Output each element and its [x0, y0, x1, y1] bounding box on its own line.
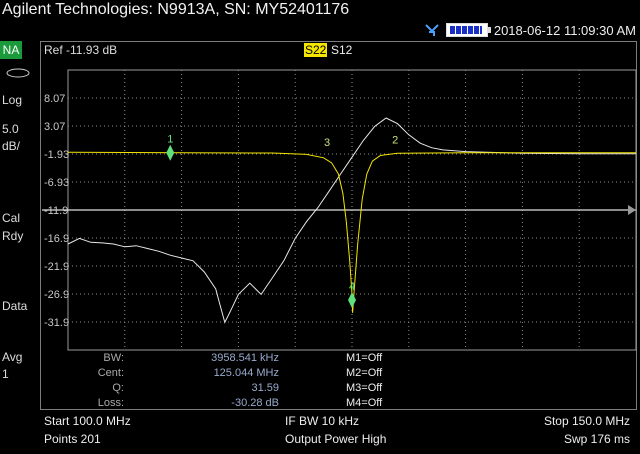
y-tick-label: 3.07: [44, 121, 65, 133]
stat-row: BW: 3958.541 kHz: [44, 352, 282, 367]
marker-diamond: [348, 291, 356, 308]
cal-line2: Rdy: [2, 229, 24, 243]
marker-status-item: M1=Off: [346, 352, 383, 364]
avg-label: Avg: [2, 350, 23, 364]
stat-key: BW:: [103, 352, 124, 364]
marker-label: 2: [392, 134, 398, 146]
y-tick-label: -26.9: [44, 289, 69, 301]
scale-type: Log: [2, 93, 23, 107]
mode-badge[interactable]: NA: [0, 41, 22, 59]
trace-markers: 1 2 3 4: [166, 134, 398, 308]
connection-icon: [425, 24, 439, 36]
stat-row: Q: 31.59: [44, 382, 282, 397]
y-tick-label: -6.93: [44, 177, 69, 189]
marker-status-item: M4=Off: [346, 397, 383, 409]
trace-s12[interactable]: S12: [331, 43, 353, 57]
cal-line1: Cal: [2, 211, 21, 225]
data-label: Data: [2, 299, 28, 313]
stat-key: Cent:: [97, 367, 124, 379]
marker-status-item: M2=Off: [346, 367, 383, 379]
scale-value: 5.0: [2, 122, 19, 136]
stat-value: 125.044 MHz: [213, 367, 279, 379]
stats-table: BW: 3958.541 kHz Cent: 125.044 MHz Q: 31.59 Lo…: [44, 352, 282, 412]
rotate-icon[interactable]: [4, 66, 32, 80]
reference-arrow: [628, 205, 636, 215]
scale-unit: dB/: [2, 139, 21, 153]
trace-s22[interactable]: S22: [304, 43, 328, 57]
points[interactable]: Points 201: [44, 432, 101, 446]
stat-value: -30.28 dB: [231, 397, 279, 409]
series-s12: [67, 117, 636, 324]
marker-label: 4: [349, 281, 355, 293]
y-tick-label: 8.07: [44, 93, 65, 105]
ref-label[interactable]: Ref -11.93 dB: [44, 43, 118, 57]
marker-label: 3: [324, 137, 330, 149]
marker-diamond: [166, 144, 175, 161]
stat-row: Loss: -30.28 dB: [44, 397, 282, 412]
sweep-time[interactable]: Swp 176 ms: [563, 432, 630, 446]
stat-value: 31.59: [251, 382, 279, 394]
stop-freq[interactable]: Stop 150.0 MHz: [543, 414, 630, 428]
output-power[interactable]: Output Power High: [285, 432, 387, 446]
y-tick-labels: 8.07 3.07 -1.93 -6.93 -11.9 -16.9 -21.9 -26.9 -3…: [44, 93, 69, 329]
marker-status: M1=Off M2=Off M3=Off M4=Off: [346, 352, 382, 412]
y-tick-label: -21.9: [44, 261, 69, 273]
y-tick-label: -16.9: [44, 233, 69, 245]
start-freq[interactable]: Start 100.0 MHz: [44, 414, 131, 428]
if-bandwidth[interactable]: IF BW 10 kHz: [285, 414, 360, 428]
avg-value: 1: [2, 367, 9, 381]
battery-icon: [445, 23, 491, 37]
y-tick-label: -11.9: [44, 205, 68, 217]
stat-value: 3958.541 kHz: [211, 352, 279, 364]
plot-grid: [42, 69, 637, 351]
y-tick-label: -31.9: [44, 317, 69, 329]
datetime: 2018-06-12 11:09:30 AM: [493, 22, 636, 38]
stat-key: Q:: [112, 382, 124, 394]
y-tick-label: -1.93: [44, 149, 69, 161]
status-bar: 2018-06-12 11:09:30 AM: [424, 21, 636, 39]
stat-row: Cent: 125.044 MHz: [44, 367, 282, 382]
marker-label: 1: [167, 134, 173, 146]
window-title: Agilent Technologies: N9913A, SN: MY5240…: [2, 1, 350, 18]
marker-status-item: M3=Off: [346, 382, 383, 394]
stat-key: Loss:: [97, 397, 124, 409]
